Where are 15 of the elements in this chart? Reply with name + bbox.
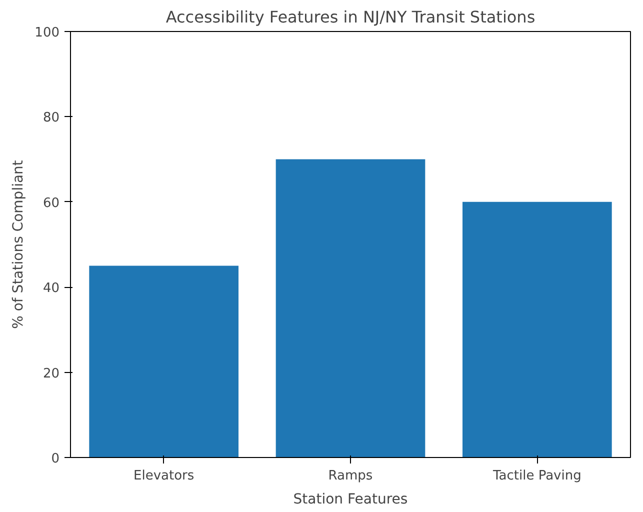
- x-tick-label: Ramps: [328, 468, 373, 484]
- x-tick-label: Elevators: [134, 468, 194, 484]
- chart-title: Accessibility Features in NJ/NY Transit Stations: [166, 8, 536, 26]
- x-axis-title: Station Features: [293, 492, 408, 508]
- y-axis-title: % of Stations Compliant: [10, 160, 27, 329]
- x-tick-label: Tactile Paving: [492, 468, 582, 484]
- bar: [276, 159, 426, 458]
- bar: [89, 266, 238, 458]
- y-tick-label: 80: [42, 110, 60, 126]
- y-tick-label: 60: [42, 196, 60, 211]
- y-tick-label: 20: [42, 366, 60, 382]
- y-tick-label: 0: [51, 452, 60, 466]
- y-tick-label: 100: [34, 26, 60, 40]
- bar: [462, 202, 612, 458]
- y-tick-label: 40: [42, 281, 60, 296]
